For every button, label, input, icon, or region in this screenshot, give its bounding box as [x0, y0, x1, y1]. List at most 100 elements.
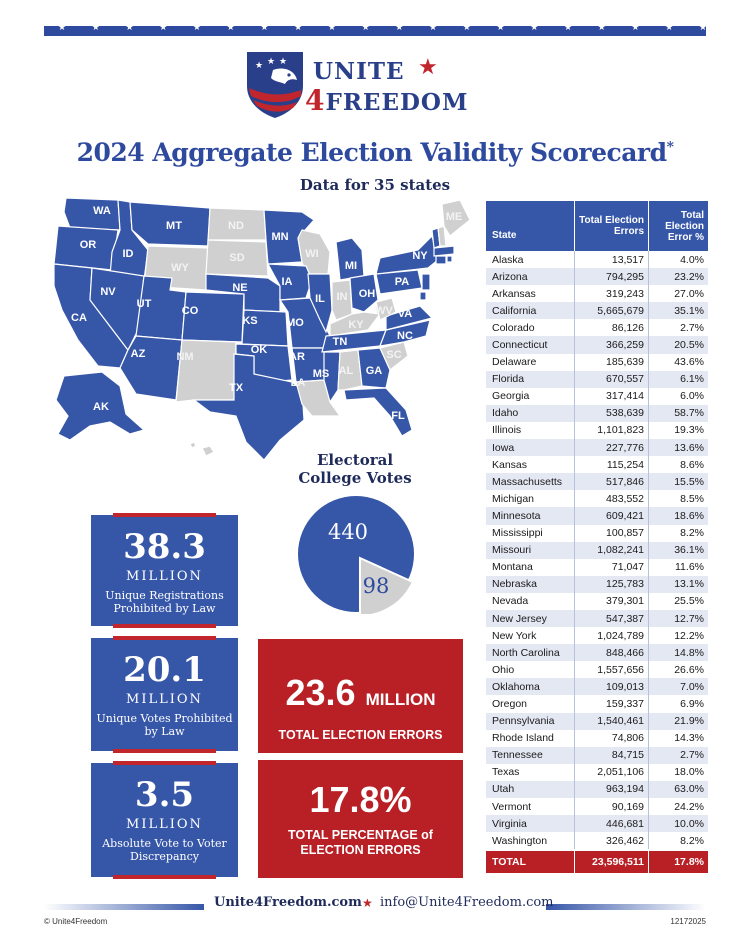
- errors-cell: 483,552: [574, 490, 648, 508]
- state-va: [385, 305, 434, 331]
- stat-box-discrepancy: 3.5 MILLION Absolute Vote to Voter Discr…: [91, 761, 238, 879]
- header-pct: Total Election Error %: [648, 201, 708, 251]
- map-label-wa: WA: [93, 205, 111, 217]
- state-ma: [433, 245, 455, 257]
- stat-unit: MILLION: [126, 569, 203, 584]
- errors-cell: 670,557: [574, 370, 648, 388]
- map-label-wv: WV: [375, 305, 393, 317]
- state-cell: Iowa: [492, 441, 515, 454]
- map-label-tn: TN: [332, 336, 348, 348]
- pct-cell: 8.5%: [648, 490, 708, 508]
- pct-cell: 10.0%: [648, 815, 708, 833]
- state-cell: Tennessee: [492, 749, 543, 762]
- state-ak: [55, 371, 146, 441]
- map-label-il: IL: [315, 293, 325, 305]
- errors-cell: 446,681: [574, 815, 648, 833]
- document-code: 12172025: [670, 917, 706, 926]
- stat-box-votes: 20.1 MILLION Unique Votes Prohibited by …: [91, 636, 238, 753]
- state-ct: [435, 255, 447, 265]
- table-row: New York 1,024,789 12.2%: [486, 627, 708, 645]
- table-row: Pennsylvania 1,540,461 21.9%: [486, 712, 708, 730]
- state-cell: Oklahoma: [492, 680, 540, 693]
- state-cell: Missouri: [492, 544, 532, 557]
- total-errors-label: TOTAL ELECTION ERRORS: [278, 728, 443, 742]
- table-row: Oregon 159,337 6.9%: [486, 695, 708, 713]
- pct-cell: 27.0%: [648, 285, 708, 303]
- errors-cell: 2,051,106: [574, 763, 648, 781]
- stat-description: Unique Registrations Prohibited by Law: [105, 589, 224, 615]
- electoral-title: Electoral College Votes: [290, 451, 420, 487]
- errors-cell: 547,387: [574, 609, 648, 628]
- electoral-title-line2: College Votes: [298, 469, 412, 487]
- state-cell: Colorado: [492, 321, 535, 334]
- electoral-title-line1: Electoral: [316, 451, 394, 469]
- pct-cell: 11.6%: [648, 558, 708, 576]
- state-nc: [379, 319, 431, 347]
- map-label-sd: SD: [229, 252, 245, 264]
- us-map-graphic: [53, 197, 471, 461]
- map-label-nv: NV: [100, 286, 116, 298]
- state-cell: Mississippi: [492, 527, 543, 540]
- map-label-mn: MN: [271, 231, 289, 243]
- state-wa: [63, 197, 121, 231]
- pct-cell: 13.6%: [648, 439, 708, 457]
- pct-cell: 15.5%: [648, 473, 708, 491]
- table-row: Arizona 794,295 23.2%: [486, 268, 708, 286]
- state-hi: [201, 445, 215, 457]
- state-sd: [205, 239, 269, 277]
- errors-cell: 319,243: [574, 285, 648, 303]
- table-row: Vermont 90,169 24.2%: [486, 798, 708, 816]
- state-mt: [129, 201, 211, 247]
- errors-cell: 227,776: [574, 439, 648, 457]
- pct-cell: 35.1%: [648, 302, 708, 320]
- table-row: Illinois 1,101,823 19.3%: [486, 421, 708, 440]
- stat-box-registrations: 38.3 MILLION Unique Registrations Prohib…: [91, 513, 238, 628]
- pct-cell: 8.6%: [648, 456, 708, 474]
- errors-cell: 1,540,461: [574, 712, 648, 730]
- map-label-al: AL: [338, 365, 354, 377]
- svg-text:★: ★: [267, 57, 275, 67]
- logo: ★ ★ ★ UNITE ★ 4FREEDOM: [243, 48, 513, 120]
- page-subtitle: Data for 35 states: [299, 176, 451, 194]
- state-de: [419, 291, 427, 301]
- table-row: Georgia 317,414 6.0%: [486, 387, 708, 405]
- table-row: Minnesota 609,421 18.6%: [486, 507, 708, 525]
- pct-cell: 12.2%: [648, 627, 708, 645]
- footer-email-link[interactable]: info@Unite4Freedom.com: [380, 895, 554, 910]
- table-row: Iowa 227,776 13.6%: [486, 439, 708, 457]
- pct-cell: 13.1%: [648, 575, 708, 593]
- total-errors-number: 23.6 MILLION: [258, 673, 463, 720]
- footer-website-link[interactable]: Unite4Freedom.com: [214, 895, 362, 910]
- svg-text:★: ★: [279, 57, 287, 67]
- table-body: Alaska 13,517 4.0% Arizona 794,295 23.2% Arkan…: [486, 251, 708, 850]
- table-row: Idaho 538,639 58.7%: [486, 404, 708, 422]
- pct-cell: 4.0%: [648, 251, 708, 269]
- map-label-mi: MI: [344, 260, 358, 272]
- state-cell: Nevada: [492, 595, 529, 608]
- errors-cell: 609,421: [574, 507, 648, 525]
- errors-cell: 109,013: [574, 678, 648, 696]
- map-label-id: ID: [122, 248, 134, 260]
- pct-cell: 7.0%: [648, 678, 708, 696]
- pct-cell: 18.6%: [648, 507, 708, 525]
- table-total-row: TOTAL 23,596,511 17.8%: [486, 851, 708, 874]
- errors-cell: 84,715: [574, 746, 648, 764]
- state-cell: Florida: [492, 373, 525, 386]
- state-cell: Alaska: [492, 253, 524, 266]
- table-row: Colorado 86,126 2.7%: [486, 319, 708, 337]
- state-wv: [375, 297, 397, 321]
- total-percentage-label: TOTAL PERCENTAGE of ELECTION ERRORS: [288, 828, 433, 857]
- table-row: Michigan 483,552 8.5%: [486, 490, 708, 508]
- state-cell: Delaware: [492, 356, 537, 369]
- state-cell: Utah: [492, 783, 515, 796]
- map-label-ut: UT: [136, 298, 152, 310]
- state-cell: Connecticut: [492, 339, 548, 352]
- map-label-me: ME: [445, 211, 463, 223]
- stat-description: Unique Votes Prohibited by Law: [96, 712, 233, 738]
- errors-cell: 1,557,656: [574, 661, 648, 679]
- map-label-nm: NM: [176, 351, 194, 363]
- state-cell: Michigan: [492, 492, 535, 505]
- errors-cell: 13,517: [574, 251, 648, 269]
- pct-cell: 63.0%: [648, 780, 708, 798]
- state-co: [181, 291, 245, 343]
